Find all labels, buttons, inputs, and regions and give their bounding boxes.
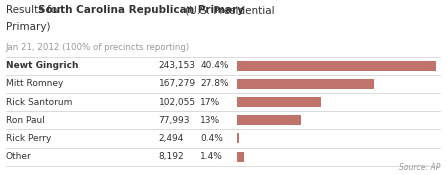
Text: 17%: 17%	[200, 97, 220, 107]
Text: 77,993: 77,993	[159, 116, 190, 125]
Text: Source: AP: Source: AP	[399, 163, 440, 172]
Text: 2,494: 2,494	[159, 134, 184, 143]
FancyBboxPatch shape	[237, 61, 436, 71]
Text: 27.8%: 27.8%	[200, 79, 229, 88]
Text: 167,279: 167,279	[159, 79, 196, 88]
Text: Ron Paul: Ron Paul	[6, 116, 45, 125]
Text: Mitt Romney: Mitt Romney	[6, 79, 63, 88]
Text: 102,055: 102,055	[159, 97, 196, 107]
Text: Jan 21, 2012 (100% of precincts reporting): Jan 21, 2012 (100% of precincts reportin…	[6, 43, 190, 52]
Text: 1.4%: 1.4%	[200, 152, 223, 161]
Text: (U.S. Presidential: (U.S. Presidential	[182, 5, 274, 15]
Text: Rick Santorum: Rick Santorum	[6, 97, 72, 107]
Text: Rick Perry: Rick Perry	[6, 134, 51, 143]
Text: Other: Other	[6, 152, 32, 161]
Text: South Carolina Republican Primary: South Carolina Republican Primary	[38, 5, 244, 15]
FancyBboxPatch shape	[237, 115, 301, 125]
Text: 13%: 13%	[200, 116, 220, 125]
FancyBboxPatch shape	[237, 97, 320, 107]
Text: 8,192: 8,192	[159, 152, 184, 161]
Text: 243,153: 243,153	[159, 61, 196, 70]
Text: 40.4%: 40.4%	[200, 61, 229, 70]
Text: Results for: Results for	[6, 5, 64, 15]
Text: Primary): Primary)	[6, 22, 51, 32]
FancyBboxPatch shape	[237, 79, 374, 89]
FancyBboxPatch shape	[237, 152, 244, 162]
FancyBboxPatch shape	[237, 133, 239, 143]
Text: Newt Gingrich: Newt Gingrich	[6, 61, 78, 70]
Text: 0.4%: 0.4%	[200, 134, 223, 143]
